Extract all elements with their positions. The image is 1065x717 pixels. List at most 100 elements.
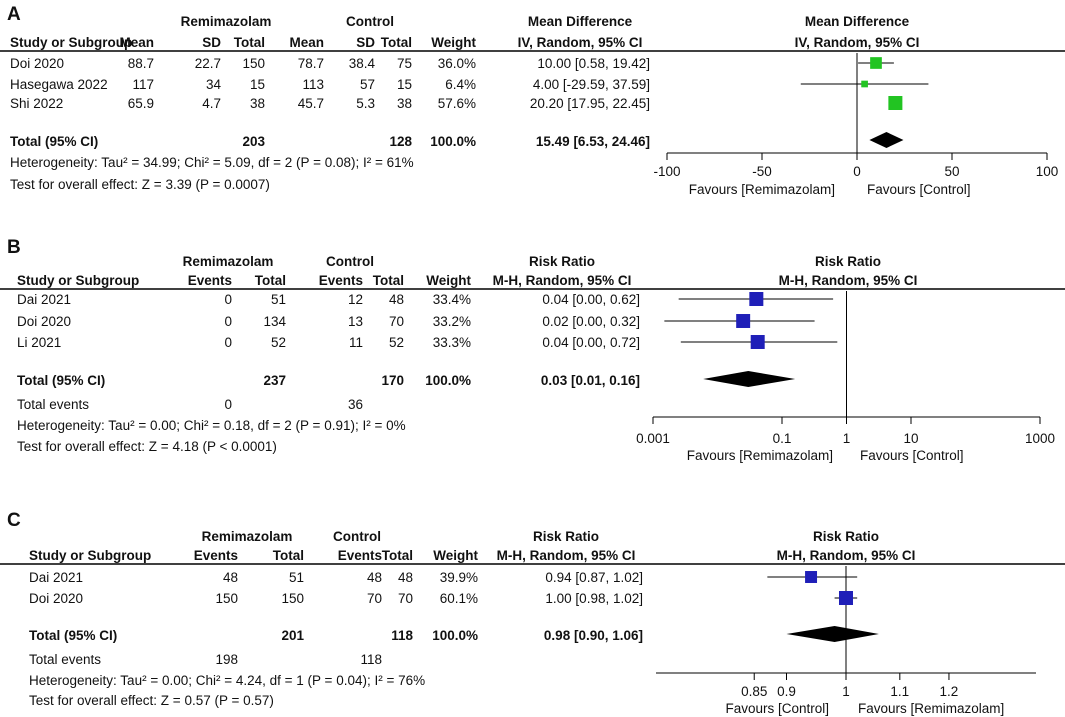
weight-value: 33.4% [433,292,471,307]
group2-value: 48 [367,570,382,585]
group1-value: 51 [289,570,304,585]
heterogeneity-text: Heterogeneity: Tau² = 0.00; Chi² = 0.18,… [17,418,406,433]
group2-value: 12 [348,292,363,307]
total-events-group1: 0 [224,397,232,412]
group2-value: 57 [360,77,375,92]
effect-method-header: M-H, Random, 95% CI [493,273,632,288]
group2-value: 38.4 [349,56,376,71]
heterogeneity-text: Heterogeneity: Tau² = 0.00; Chi² = 4.24,… [29,673,425,688]
group1-subheader: Mean [119,35,154,50]
group2-value: 45.7 [298,96,324,111]
total-group1: 237 [263,373,286,388]
study-name: Li 2021 [17,335,61,350]
table-row: Li 2021 0 52 11 52 33.3% 0.04 [0.00, 0.72] [17,335,640,350]
total-label: Total (95% CI) [17,373,105,388]
table-row: Doi 2020 0 134 13 70 33.2% 0.02 [0.00, 0.32] [17,314,640,329]
plot-method-header: IV, Random, 95% CI [795,35,920,50]
study-effect-marker [870,57,882,69]
weight-header: Weight [433,548,478,563]
favours-left-label: Favours [Remimazolam] [689,182,835,197]
table-row: Dai 2021 48 51 48 48 39.9% 0.94 [0.87, 1.02] [29,570,643,585]
group2-value: 70 [398,591,413,606]
effect-ci-value: 4.00 [-29.59, 37.59] [533,77,650,92]
panel-c: C Remimazolam Control Risk Ratio Risk Ratio S… [0,510,1065,716]
group2-value: 78.7 [298,56,324,71]
total-events-label: Total events [17,397,89,412]
group2-value: 48 [389,292,404,307]
effect-ci-value: 20.20 [17.95, 22.45] [530,96,650,111]
group1-value: 150 [242,56,265,71]
group2-header: Control [346,14,394,29]
pooled-effect-diamond [786,626,879,642]
group1-subheader: Total [255,273,286,288]
x-tick-label: 0 [853,164,861,179]
weight-value: 60.1% [440,591,478,606]
weight-value: 39.9% [440,570,478,585]
group1-subheader: SD [202,35,221,50]
x-tick-label: 0.1 [773,431,792,446]
total-effect-ci: 0.98 [0.90, 1.06] [544,628,643,643]
x-tick-label: -100 [653,164,680,179]
group1-value: 48 [223,570,238,585]
total-group1: 201 [281,628,304,643]
x-tick-label: 1 [842,684,850,699]
effect-ci-value: 0.94 [0.87, 1.02] [545,570,643,585]
favours-right-label: Favours [Control] [867,182,971,197]
table-row: Doi 2020 150 150 70 70 60.1% 1.00 [0.98, 1.02] [29,591,643,606]
x-tick-label: 1 [843,431,851,446]
group1-subheader: Events [194,548,238,563]
group1-value: 4.7 [202,96,221,111]
study-effect-marker [736,314,751,328]
plot-method-header: M-H, Random, 95% CI [779,273,918,288]
total-events-group2: 118 [360,652,382,667]
group2-value: 13 [348,314,363,329]
effect-ci-value: 0.02 [0.00, 0.32] [542,314,640,329]
total-effect-ci: 0.03 [0.01, 0.16] [541,373,640,388]
weight-value: 57.6% [438,96,476,111]
effect-title: Risk Ratio [533,529,599,544]
plot-title: Risk Ratio [815,254,881,269]
x-tick-label: 10 [903,431,918,446]
panel-letter: C [7,510,21,531]
group2-value: 70 [367,591,382,606]
group1-subheader: Events [188,273,232,288]
group1-value: 15 [250,77,265,92]
x-tick-label: 0.9 [777,684,796,699]
group2-value: 38 [397,96,412,111]
x-tick-label: 50 [944,164,959,179]
group1-value: 150 [215,591,238,606]
group2-subheader: Total [381,35,412,50]
pooled-effect-diamond [703,371,796,387]
plot-method-header: M-H, Random, 95% CI [777,548,916,563]
group2-value: 70 [389,314,404,329]
group2-value: 52 [389,335,404,350]
plot-title: Risk Ratio [813,529,879,544]
study-name: Dai 2021 [17,292,71,307]
weight-header: Weight [431,35,476,50]
plot-title: Mean Difference [805,14,910,29]
group2-value: 11 [349,335,363,350]
group1-value: 38 [250,96,265,111]
study-column-header: Study or Subgroup [10,35,132,50]
pooled-effect-diamond [869,132,904,148]
effect-ci-value: 10.00 [0.58, 19.42] [537,56,650,71]
weight-value: 33.2% [433,314,471,329]
study-effect-marker [749,292,764,306]
group1-value: 117 [132,77,154,92]
group2-value: 75 [397,56,412,71]
group1-value: 34 [206,77,222,92]
group1-value: 65.9 [128,96,154,111]
study-column-header: Study or Subgroup [17,273,139,288]
group2-value: 15 [397,77,412,92]
x-tick-label: 0.001 [636,431,670,446]
group2-header: Control [333,529,381,544]
total-weight: 100.0% [432,628,478,643]
x-tick-label: 1000 [1025,431,1055,446]
study-name: Doi 2020 [29,591,83,606]
group1-value: 150 [281,591,304,606]
group1-header: Remimazolam [181,14,272,29]
table-row: Dai 2021 0 51 12 48 33.4% 0.04 [0.00, 0.62] [17,292,640,307]
study-name: Hasegawa 2022 [10,77,108,92]
group2-header: Control [326,254,374,269]
group2-subheader: Total [382,548,413,563]
